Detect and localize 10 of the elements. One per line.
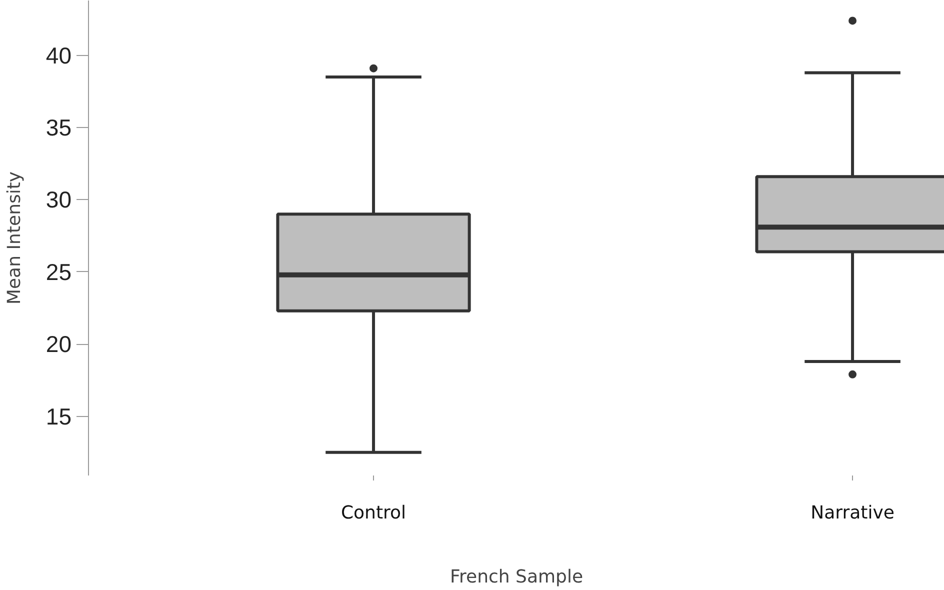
y-tick-label: 40	[46, 42, 72, 68]
y-tick-label: 25	[46, 258, 72, 285]
y-tick-label: 15	[46, 403, 72, 430]
y-axis-title: Mean Intensity	[4, 171, 25, 305]
x-tick-label: Narrative	[810, 502, 894, 524]
y-tick-label: 30	[46, 186, 72, 213]
x-tick-label: Control	[340, 502, 406, 524]
y-tick-label: 20	[46, 331, 72, 358]
x-axis-title: French Sample	[450, 566, 584, 588]
y-tick-label: 35	[46, 114, 72, 141]
